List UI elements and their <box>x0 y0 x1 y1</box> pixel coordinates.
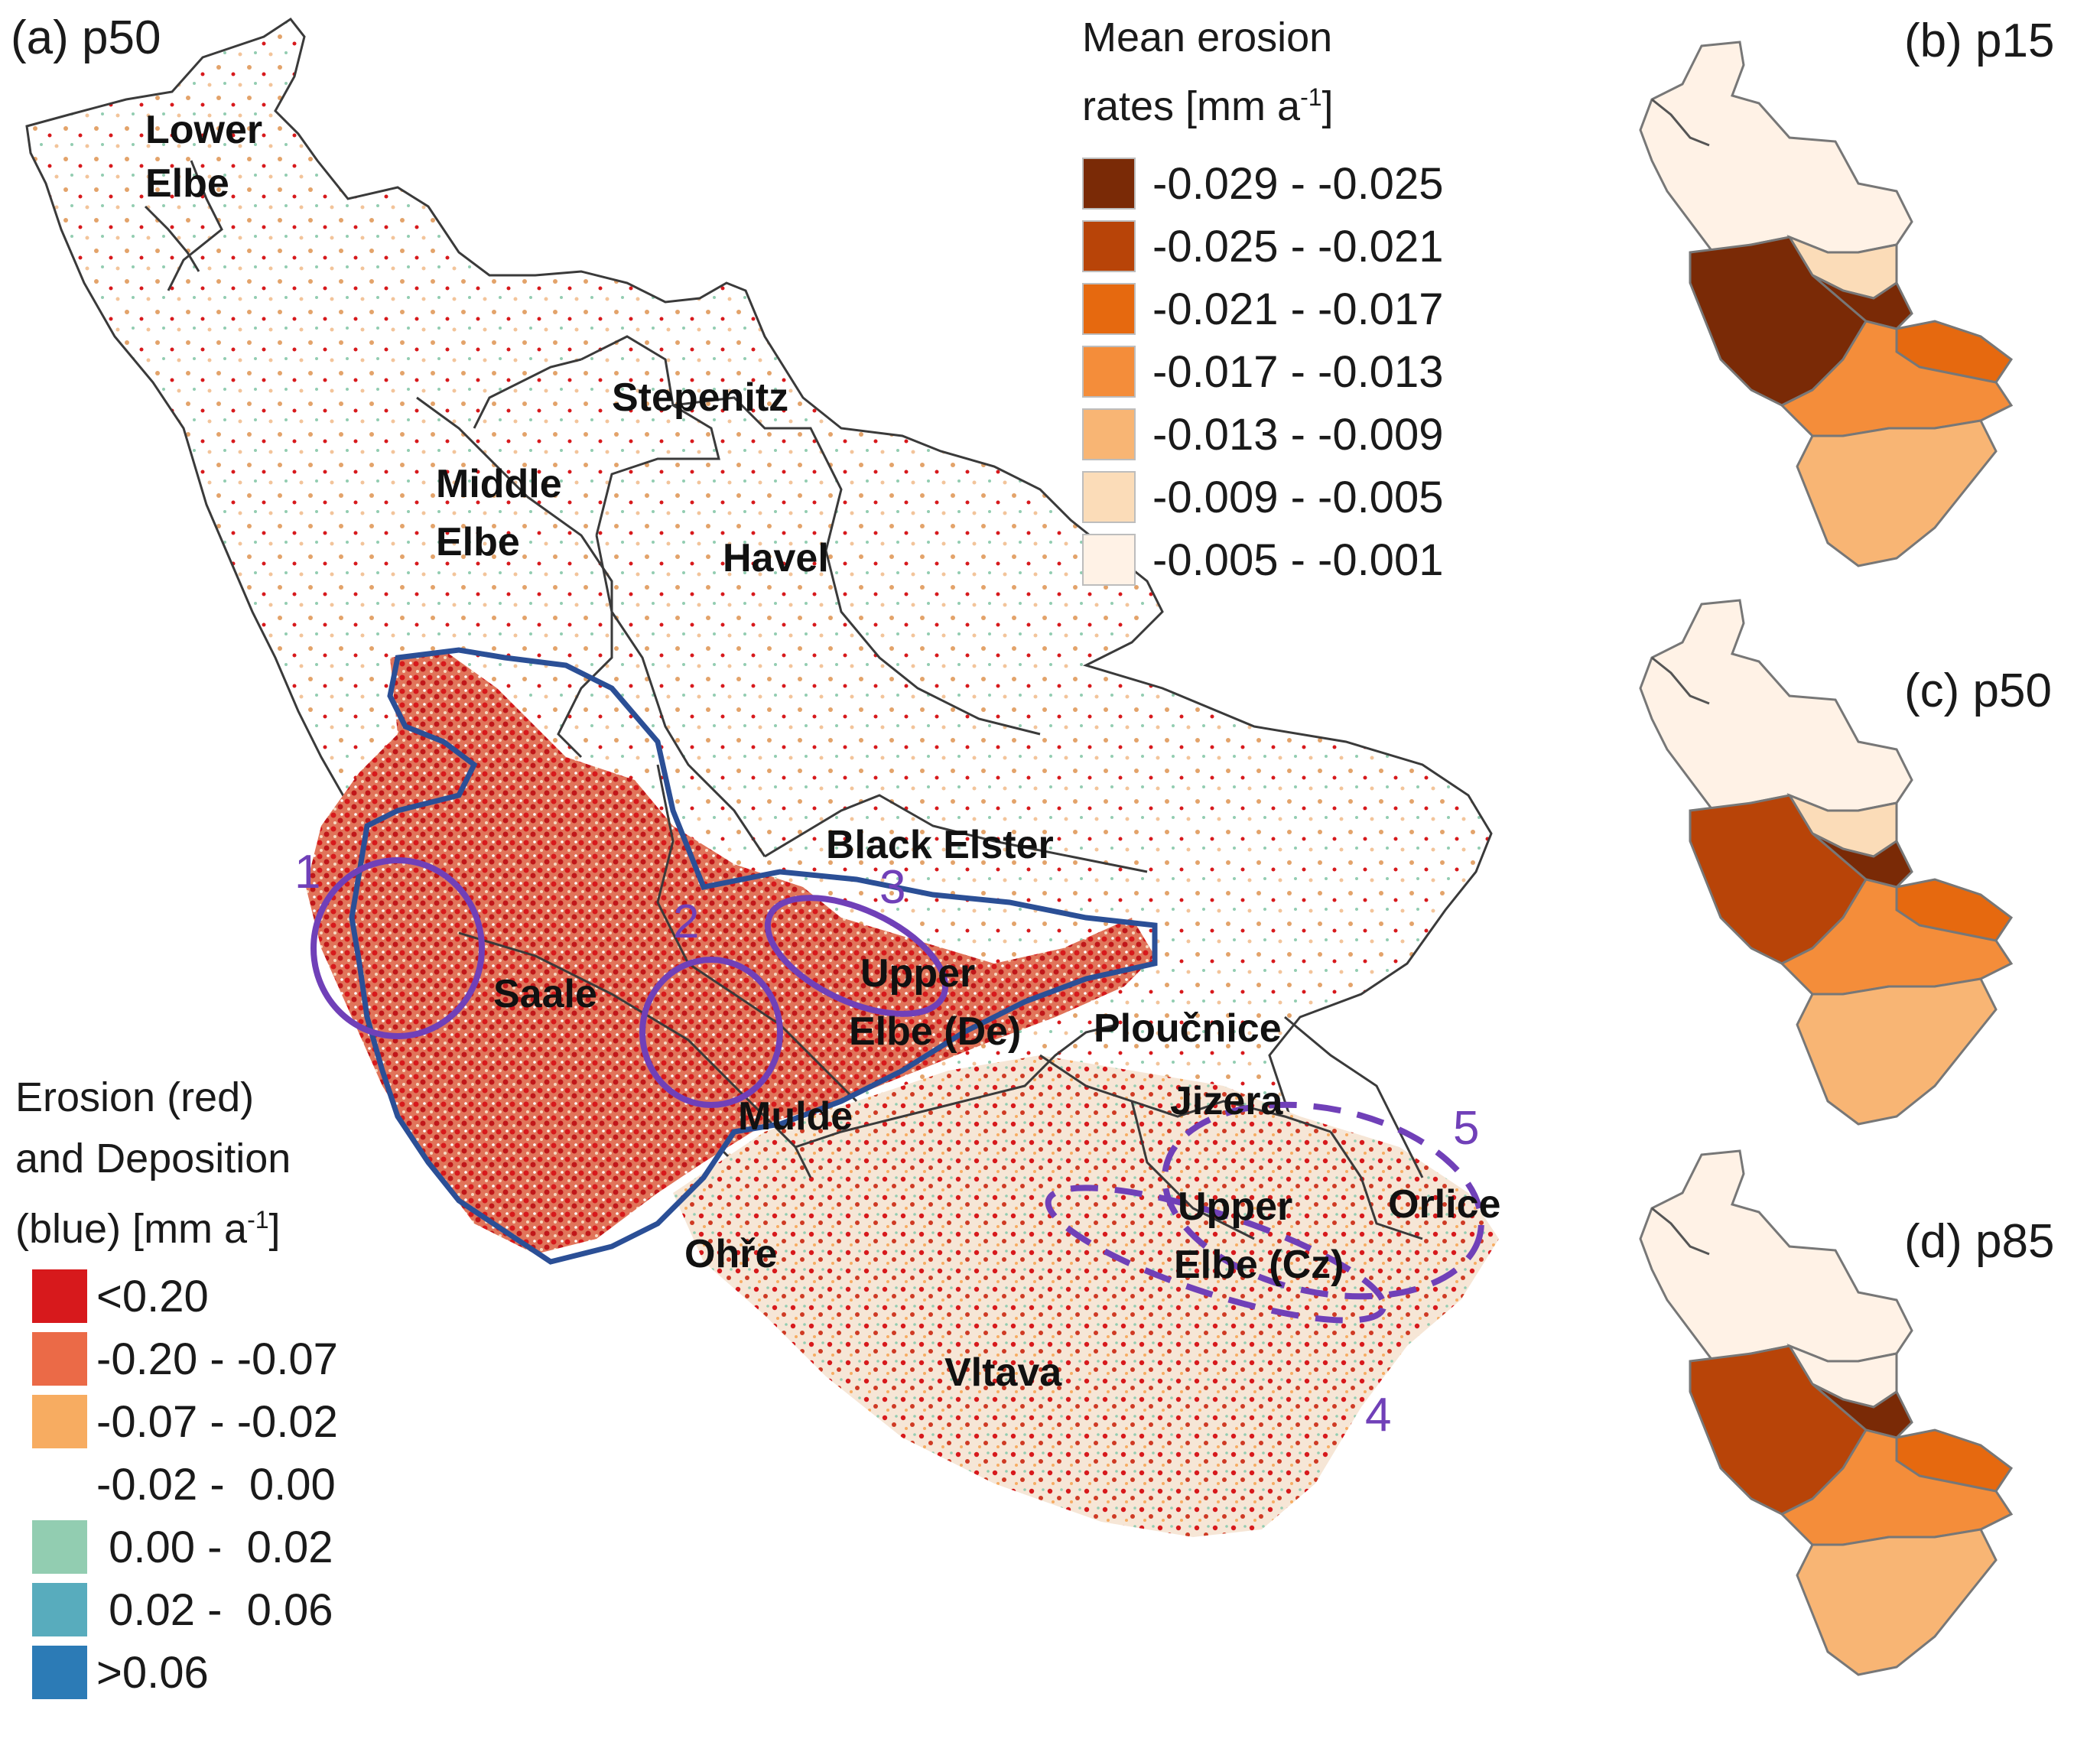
ed-swatch-4 <box>32 1458 87 1511</box>
mean-legend-item: -0.017 - -0.013 <box>1082 346 1443 398</box>
region-labels: Lower Elbe Stepenitz Middle Elbe Havel B… <box>145 108 1501 1395</box>
label-upper-elbe-de: Upper Elbe (De) <box>849 951 1022 1054</box>
mini-map-d <box>1639 1149 2014 1676</box>
mean-legend-title: Mean erosion rates [mm a-1] <box>1082 15 1334 129</box>
mean-legend-item: -0.009 - -0.005 <box>1082 471 1443 523</box>
mean-swatch-3 <box>1082 283 1136 335</box>
ed-swatch-1 <box>32 1269 87 1323</box>
ed-legend-item: <0.20 <box>32 1269 209 1323</box>
ed-swatch-7 <box>32 1646 87 1699</box>
ed-legend-item: 0.00 - 0.02 <box>32 1520 333 1574</box>
mini-d-region-vltava <box>1796 1528 1998 1676</box>
hotspot-numbers: 1 2 3 4 5 <box>294 846 1480 1441</box>
panel-c-title: (c) p50 <box>1904 665 2052 717</box>
mini-c-region-vltava <box>1796 977 1998 1126</box>
mini-map-c <box>1639 599 2014 1126</box>
hotspot-number-3: 3 <box>879 861 906 914</box>
ed-legend-item: -0.20 - -0.07 <box>32 1332 338 1386</box>
label-ohre: Ohře <box>684 1232 778 1276</box>
hotspot-1-circle <box>310 857 485 1039</box>
label-lower-elbe: Lower Elbe <box>145 108 263 206</box>
mean-legend-item: -0.021 - -0.017 <box>1082 283 1443 335</box>
ed-swatch-2 <box>32 1332 87 1386</box>
mini-b-river <box>1651 98 1710 147</box>
label-vltava: Vltava <box>944 1350 1062 1395</box>
mean-swatch-4 <box>1082 346 1136 398</box>
mean-swatch-2 <box>1082 220 1136 272</box>
mini-d-river <box>1651 1207 1710 1256</box>
main-map <box>25 17 1499 1537</box>
panel-a-title: (a) p50 <box>11 11 161 64</box>
mean-legend-item: -0.013 - -0.009 <box>1082 408 1443 460</box>
mean-swatch-5 <box>1082 408 1136 460</box>
label-ploucnice: Ploučnice <box>1094 1006 1282 1051</box>
hotspot-number-1: 1 <box>294 846 321 899</box>
mini-c-region-north <box>1639 599 1913 812</box>
mean-legend-item: -0.029 - -0.025 <box>1082 158 1443 210</box>
hotspot-number-5: 5 <box>1453 1102 1480 1155</box>
mini-d-region-north <box>1639 1149 1913 1363</box>
panel-d-title: (d) p85 <box>1904 1215 2055 1268</box>
ed-legend-item: >0.06 <box>32 1646 209 1699</box>
mean-legend-item: -0.025 - -0.021 <box>1082 220 1443 272</box>
hotspot-5-ellipse <box>1162 1101 1484 1300</box>
label-mulde: Mulde <box>738 1094 853 1139</box>
mini-c-river <box>1651 656 1710 705</box>
mini-map-b <box>1639 41 2014 567</box>
mean-legend-item: -0.005 - -0.001 <box>1082 534 1443 586</box>
ed-swatch-5 <box>32 1520 87 1574</box>
hotspot-2-circle <box>639 957 783 1108</box>
subbasin-boundaries <box>167 160 1424 1240</box>
mean-swatch-6 <box>1082 471 1136 523</box>
label-saale: Saale <box>493 972 597 1016</box>
label-stepenitz: Stepenitz <box>612 375 789 420</box>
label-jizera: Jizera <box>1170 1079 1283 1123</box>
ed-swatch-3 <box>32 1395 87 1448</box>
mean-swatch-1 <box>1082 158 1136 210</box>
ed-legend-item: 0.02 - 0.06 <box>32 1583 333 1636</box>
mean-swatch-7 <box>1082 534 1136 586</box>
blue-outline-region <box>349 647 1158 1265</box>
mini-b-region-north <box>1639 41 1913 254</box>
hotspot-3-circle <box>764 895 949 1017</box>
dense-erosion-zone <box>306 650 1155 1254</box>
label-havel: Havel <box>723 536 829 580</box>
hotspot-number-2: 2 <box>673 895 700 948</box>
czech-erosion-zone <box>673 1055 1499 1537</box>
label-black-elster: Black Elster <box>826 823 1054 867</box>
ed-swatch-6 <box>32 1583 87 1636</box>
ed-legend-title: Erosion (red) and Deposition (blue) [mm … <box>15 1074 291 1252</box>
mini-b-region-vltava <box>1796 419 1998 567</box>
hotspot-number-4: 4 <box>1365 1389 1392 1441</box>
ed-legend-item: -0.02 - 0.00 <box>32 1458 336 1511</box>
label-upper-elbe-cz: Upper Elbe (Cz) <box>1174 1185 1344 1287</box>
ed-legend-item: -0.07 - -0.02 <box>32 1395 338 1448</box>
label-middle-elbe: Middle Elbe <box>436 462 562 564</box>
panel-b-title: (b) p15 <box>1904 15 2055 67</box>
river-lower-elbe <box>144 205 200 272</box>
label-orlice: Orlice <box>1388 1182 1501 1227</box>
